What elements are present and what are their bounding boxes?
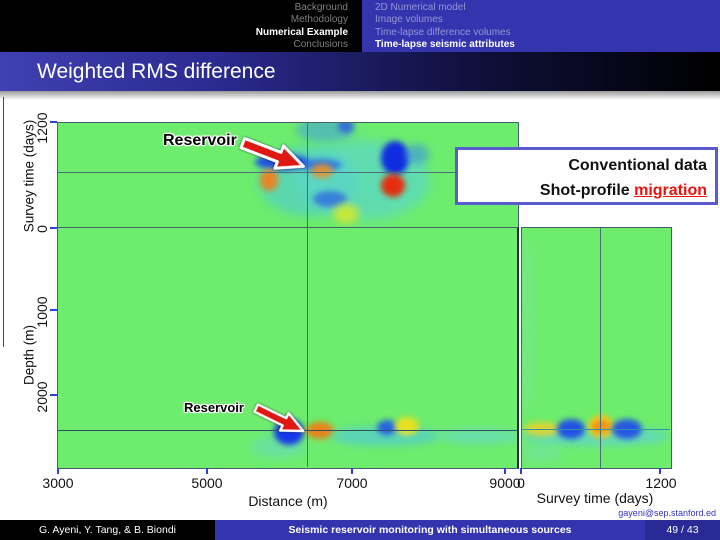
nav-subsection-time-lapse-seismic-attributes[interactable]: Time-lapse seismic attributes	[375, 38, 515, 50]
title-bar-shadow	[0, 91, 720, 100]
top-navigation: Background Methodology Numerical Example…	[0, 0, 720, 52]
nav-subsection-image-volumes[interactable]: Image volumes	[375, 14, 443, 26]
gridline-vertical-distance	[307, 123, 308, 467]
xtick-label: 7000	[336, 475, 368, 491]
caption-line-1: Conventional data	[568, 157, 707, 174]
axis-tick	[50, 394, 57, 396]
nav-sections: Background Methodology Numerical Example…	[0, 0, 362, 52]
xtick-label: 3000	[42, 475, 74, 491]
axis-tick	[57, 468, 59, 474]
xtick-label: 9000	[489, 475, 521, 491]
figure-left-edge-line	[3, 97, 4, 347]
caption-line-2: Shot-profile migration	[458, 178, 707, 203]
nav-subsection-time-lapse-difference-volumes[interactable]: Time-lapse difference volumes	[375, 26, 511, 38]
nav-section-conclusions[interactable]: Conclusions	[293, 38, 348, 50]
axis-tick	[50, 227, 57, 229]
email-link[interactable]: gayeni@sep.stanford.ed	[618, 508, 716, 518]
nav-subsection-2d-numerical-model[interactable]: 2D Numerical model	[375, 2, 466, 13]
ytick-label: 1000	[34, 296, 50, 328]
xtick-label: 1200	[645, 475, 677, 491]
axis-tick	[504, 468, 506, 474]
caption-box: Conventional data Shot-profile migration	[455, 147, 718, 205]
axis-tick	[659, 468, 661, 474]
axis-tick	[50, 309, 57, 311]
axis-tick	[520, 468, 522, 474]
footer-authors: G. Ayeni, Y. Tang, & B. Biondi	[0, 520, 215, 540]
axis-label-depth: Depth (m)	[21, 324, 37, 386]
nav-subsections: 2D Numerical model Image volumes Time-la…	[362, 0, 720, 52]
nav-section-numerical-example[interactable]: Numerical Example	[255, 26, 348, 38]
axis-tick	[206, 468, 208, 474]
gridline-horizontal-right-panel	[522, 429, 670, 430]
ytick-label: 0	[34, 225, 50, 233]
xtick-label: 0	[517, 475, 525, 491]
axis-tick	[351, 468, 353, 474]
caption-line-2-black: Shot-profile	[539, 182, 630, 199]
xtick-label: 5000	[191, 475, 223, 491]
page-title: Weighted RMS difference	[37, 60, 276, 83]
footer-talk-title: Seismic reservoir monitoring with simult…	[215, 520, 645, 540]
reservoir-label-top: Reservoir	[163, 132, 237, 149]
nav-section-methodology[interactable]: Methodology	[290, 14, 348, 26]
axis-label-survey-time-bottom: Survey time (days)	[536, 490, 654, 506]
nav-section-background[interactable]: Background	[294, 2, 348, 13]
axis-label-distance: Distance (m)	[248, 493, 328, 509]
reservoir-label-bottom: Reservoir	[184, 400, 244, 415]
gridline-vertical-survey-time	[600, 228, 601, 468]
title-bar: Weighted RMS difference	[0, 52, 720, 91]
axis-tick	[50, 121, 57, 123]
caption-line-2-red: migration	[634, 182, 707, 199]
ytick-label: 2000	[34, 381, 50, 413]
footer-page-number: 49 / 43	[645, 520, 720, 540]
ytick-label: 1200	[34, 112, 50, 144]
panel-depth-vs-survey-time	[521, 227, 672, 469]
